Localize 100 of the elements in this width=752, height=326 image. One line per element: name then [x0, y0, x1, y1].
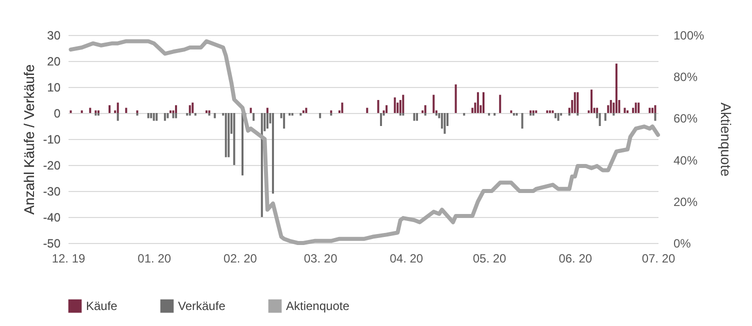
bar: [208, 113, 210, 116]
bar: [634, 102, 637, 113]
bar: [214, 113, 216, 118]
bar: [402, 113, 404, 116]
x-tick-label: 06. 20: [558, 252, 592, 266]
y2-tick-label: 40%: [674, 153, 698, 168]
bar: [252, 113, 255, 121]
y2-tick-label: 100%: [674, 28, 705, 42]
y-tick-label: 0: [54, 106, 61, 120]
legend-label: Aktienquote: [286, 299, 350, 314]
bar: [444, 113, 446, 134]
y-tick-label: -40: [43, 210, 61, 224]
y-tick-label: 10: [47, 80, 61, 94]
bar: [512, 113, 515, 116]
bar: [476, 92, 479, 113]
bar: [615, 64, 618, 113]
y-tick-label: -20: [43, 158, 61, 172]
bar: [136, 113, 138, 116]
bar: [380, 113, 382, 126]
bar: [432, 94, 435, 113]
bar: [366, 108, 368, 113]
bar: [424, 113, 426, 116]
x-tick-label: 07. 20: [642, 252, 676, 266]
y2-tick-label: 80%: [674, 70, 698, 84]
y-tick-label: 30: [47, 28, 61, 42]
bar: [377, 100, 380, 113]
x-tick-label: 04. 20: [390, 252, 424, 266]
bar: [188, 113, 191, 116]
bar: [302, 110, 304, 113]
y-tick-label: -30: [43, 184, 61, 198]
bar: [626, 110, 629, 113]
bar: [330, 110, 332, 113]
bar: [169, 110, 172, 113]
bar: [175, 105, 178, 113]
bar: [546, 110, 548, 113]
bar: [532, 113, 534, 116]
bar: [156, 113, 158, 121]
bar: [568, 113, 570, 116]
y2-axis-title: Aktienquote: [718, 102, 734, 177]
bar: [70, 110, 72, 113]
bar: [266, 113, 268, 129]
bar: [150, 113, 152, 118]
legend-label: Käufe: [86, 299, 118, 314]
x-tick-label: 02. 20: [224, 252, 258, 266]
legend-label: Verkäufe: [178, 299, 226, 314]
bar: [521, 113, 524, 129]
bar: [260, 113, 263, 217]
y2-tick-label: 0%: [674, 236, 692, 250]
bar: [557, 113, 560, 121]
bar: [188, 105, 191, 113]
bar: [488, 113, 490, 116]
y-tick-label: -50: [43, 236, 61, 250]
bar: [516, 113, 518, 116]
bar: [651, 108, 654, 113]
bar: [194, 113, 196, 116]
bar: [208, 110, 210, 113]
bar: [598, 113, 601, 126]
bar: [510, 110, 512, 113]
bar: [116, 102, 119, 113]
bar: [435, 113, 438, 116]
x-tick-label: 12. 19: [52, 252, 86, 266]
bar: [172, 113, 174, 118]
x-tick-label: 01. 20: [138, 252, 172, 266]
bar: [89, 108, 92, 113]
bar: [654, 113, 656, 121]
bar: [576, 113, 579, 116]
bar: [166, 113, 169, 118]
bar: [416, 113, 418, 121]
bar: [97, 110, 100, 113]
y-tick-label: 20: [47, 54, 61, 68]
x-tick-label: 05. 20: [472, 252, 507, 266]
bar: [386, 105, 388, 113]
y-axis-title: Anzahl Käufe / Verkäufe: [21, 64, 38, 215]
y2-tick-label: 20%: [674, 194, 698, 209]
bar: [530, 113, 532, 116]
bar: [305, 108, 308, 113]
bar: [341, 102, 344, 113]
bar: [604, 113, 606, 121]
bar: [574, 92, 576, 113]
bar: [175, 113, 178, 118]
bar: [108, 105, 111, 113]
bar: [291, 113, 294, 116]
bar: [164, 113, 166, 121]
bar: [530, 110, 532, 113]
bar: [116, 113, 119, 121]
y2-tick-label: 60%: [674, 112, 698, 126]
bar: [576, 92, 579, 113]
bar: [224, 113, 227, 158]
bar: [250, 108, 252, 113]
bar: [590, 90, 593, 113]
bar: [80, 110, 83, 113]
bar: [330, 113, 332, 116]
bar: [94, 110, 97, 113]
bar: [596, 108, 598, 113]
bar: [266, 108, 268, 113]
bar: [402, 94, 404, 113]
bar: [288, 113, 291, 116]
bar: [612, 113, 615, 116]
bar: [147, 113, 150, 118]
x-tick-label: 03. 20: [304, 252, 338, 266]
